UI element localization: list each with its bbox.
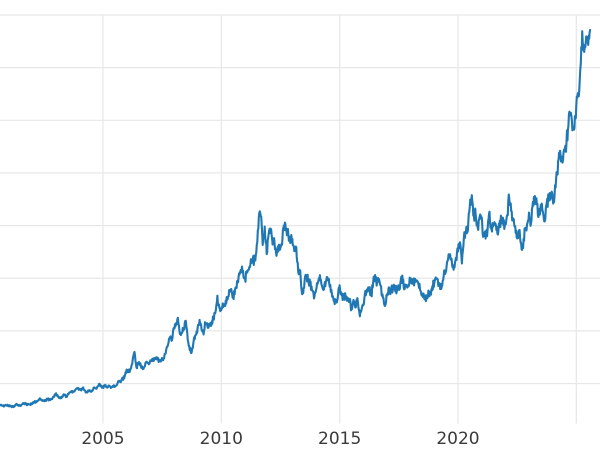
x-tick-label-2015: 2015 (318, 429, 362, 449)
x-tick-label-2010: 2010 (199, 429, 243, 449)
x-tick-label-2020: 2020 (436, 429, 480, 449)
x-tick-label-2005: 2005 (81, 429, 125, 449)
gridlines (0, 14, 600, 424)
price-line-series (0, 28, 592, 409)
